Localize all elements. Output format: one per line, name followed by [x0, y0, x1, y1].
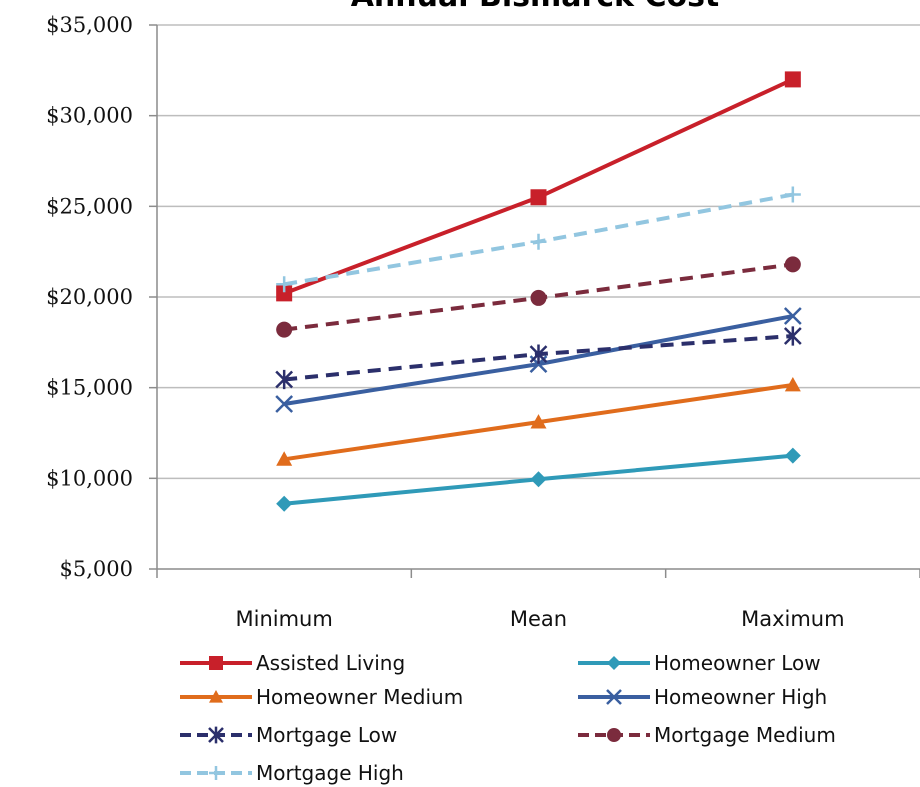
marker-x — [783, 307, 802, 325]
marker-circle — [607, 728, 621, 742]
marker-circle — [784, 256, 801, 273]
legend-item: Mortgage Low — [180, 723, 397, 747]
x-tick-label: Minimum — [236, 607, 333, 631]
legend-item: Mortgage High — [180, 761, 404, 785]
marker-asterisk — [275, 369, 294, 390]
x-tick-label: Maximum — [741, 607, 844, 631]
marker-diamond — [607, 656, 621, 670]
legend-label: Homeowner High — [654, 685, 827, 709]
x-tick-labels: Minimum Mean Maximum — [236, 607, 845, 631]
marker-diamond — [276, 495, 293, 512]
series-mortgage-medium — [276, 256, 801, 338]
marker-diamond — [784, 447, 801, 464]
series-homeowner-low — [276, 447, 801, 512]
marker-plus — [276, 276, 293, 293]
legend-item: Homeowner Medium — [180, 685, 463, 709]
marker-triangle — [530, 414, 547, 429]
y-tick-label: $30,000 — [46, 104, 133, 128]
marker-x — [606, 689, 622, 705]
marker-square — [530, 189, 547, 206]
y-tick-label: $10,000 — [46, 466, 133, 490]
marker-square — [276, 285, 293, 302]
y-tick-labels: $5,000 $10,000 $15,000 $20,000 $25,000 $30,00… — [46, 13, 133, 581]
marker-asterisk — [208, 726, 224, 744]
marker-square — [209, 656, 223, 670]
marker-plus — [784, 186, 801, 203]
marker-plus — [209, 766, 223, 780]
legend-label: Mortgage Medium — [654, 723, 836, 747]
x-tick-label: Mean — [510, 607, 567, 631]
y-tick-label: $15,000 — [46, 376, 133, 400]
series-assisted-living — [276, 71, 801, 302]
series-mortgage-high — [276, 186, 801, 293]
y-tick-label: $5,000 — [60, 557, 133, 581]
marker-asterisk — [783, 326, 802, 346]
series-line — [283, 77, 794, 296]
gridlines — [157, 24, 920, 480]
legend-item: Homeowner High — [578, 685, 827, 709]
legend-label: Mortgage High — [256, 761, 404, 785]
legend-label: Assisted Living — [256, 651, 405, 675]
marker-diamond — [530, 471, 547, 488]
y-tick-label: $35,000 — [46, 13, 133, 37]
y-tick-label: $25,000 — [46, 194, 133, 218]
marker-triangle — [276, 451, 293, 466]
marker-circle — [276, 321, 293, 338]
marker-triangle — [784, 376, 801, 392]
legend-label: Homeowner Low — [654, 651, 821, 675]
legend-label: Mortgage Low — [256, 723, 397, 747]
marker-triangle — [209, 690, 223, 703]
legend-item: Assisted Living — [180, 651, 405, 675]
legend: Assisted Living Homeowner Low Homeowner Me… — [180, 651, 836, 785]
legend-label: Homeowner Medium — [256, 685, 463, 709]
series-group — [275, 71, 802, 512]
y-tick-label: $20,000 — [46, 285, 133, 309]
series-homeowner-medium — [276, 376, 801, 466]
marker-square — [784, 71, 801, 88]
axes — [149, 24, 920, 578]
series-mortgage-low — [275, 326, 802, 390]
marker-asterisk — [529, 344, 548, 364]
marker-x — [275, 395, 294, 413]
legend-item: Mortgage Medium — [578, 723, 836, 747]
marker-circle — [530, 289, 547, 306]
chart-title: Annual Bismarck Cost — [351, 0, 720, 14]
legend-item: Homeowner Low — [578, 651, 821, 675]
marker-plus — [530, 233, 547, 250]
